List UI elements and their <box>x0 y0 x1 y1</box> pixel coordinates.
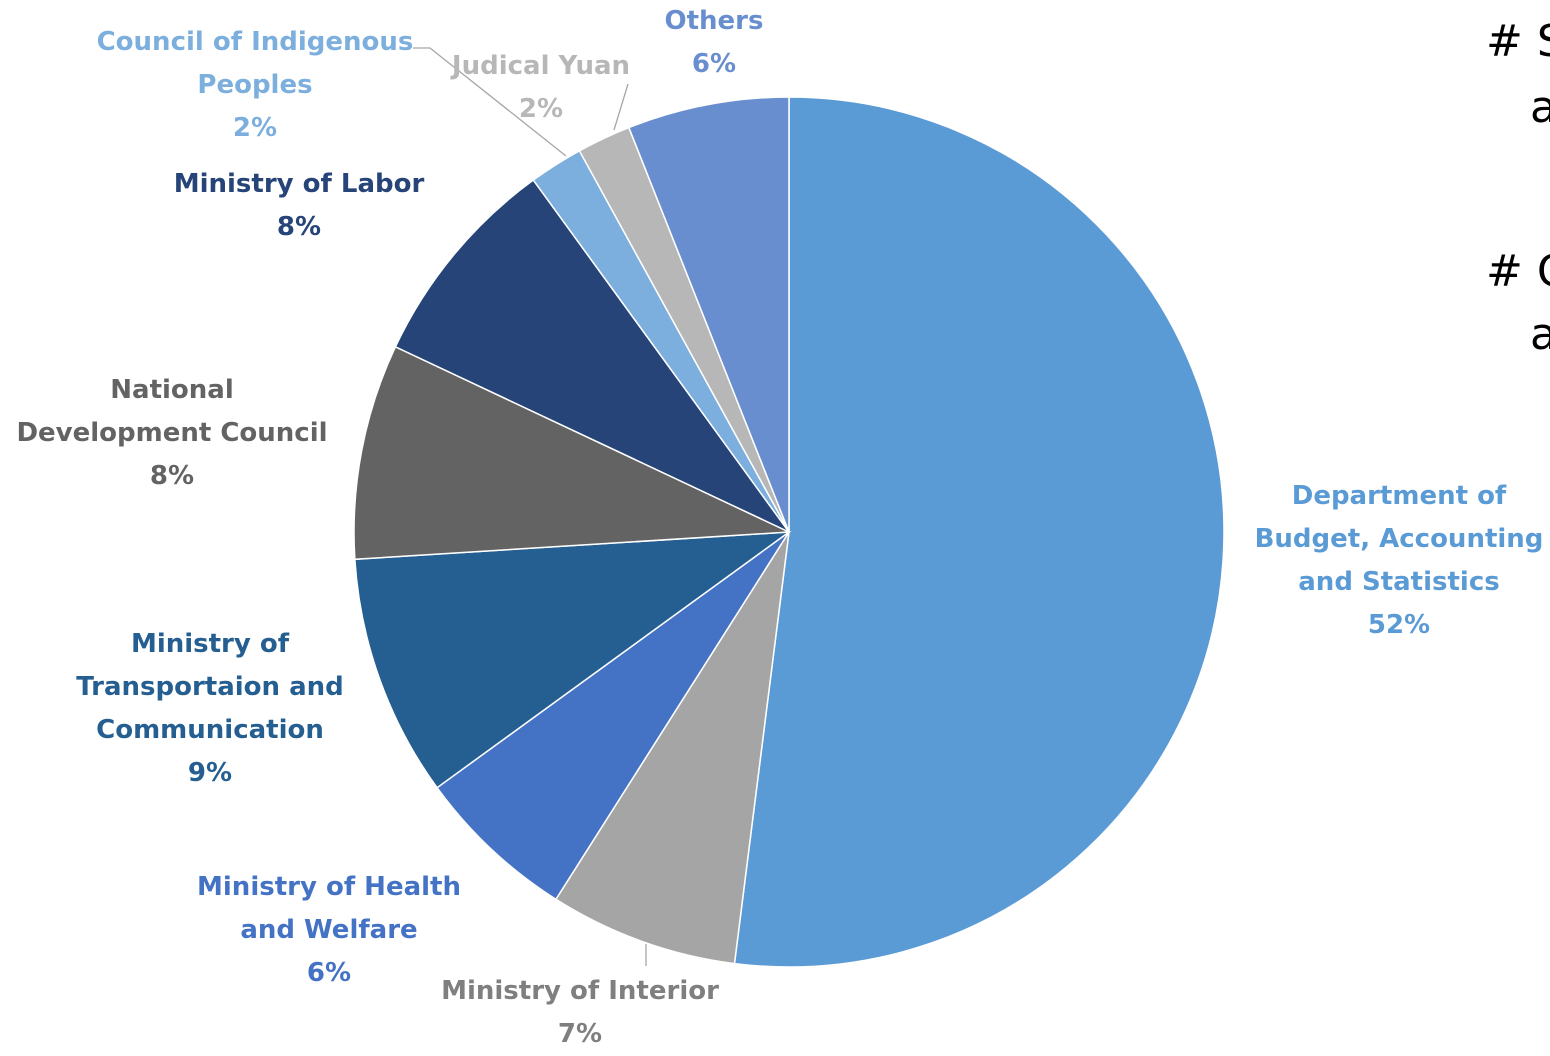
label-percent: 9% <box>187 758 233 788</box>
slice-ministry-of-interior <box>554 531 790 965</box>
leader-line-council-of-indigenous-peoples <box>413 47 567 157</box>
label-line: Others <box>664 6 764 36</box>
label-line: Peoples <box>197 70 313 100</box>
label-percent: 8% <box>149 461 195 491</box>
pie-slices <box>353 96 1225 968</box>
slice-ministry-of-transportaion-and-communication <box>354 531 792 789</box>
slice-others <box>627 96 790 533</box>
slice-national-development-council <box>353 345 790 561</box>
label-line: and Welfare <box>240 915 418 945</box>
label-percent: 8% <box>276 212 322 242</box>
side-text-1: # S <box>1486 16 1550 67</box>
label-judical-yuan: Judical Yuan 2% <box>452 45 630 131</box>
label-line: Department of <box>1291 481 1507 511</box>
label-line: Ministry of Interior <box>441 976 719 1006</box>
label-line: Council of Indigenous <box>96 27 414 57</box>
label-line: Ministry of <box>130 629 290 659</box>
label-percent: 6% <box>691 49 737 79</box>
slice-department-of-budget-accounting-and-statistics <box>733 96 1225 968</box>
label-council-of-indigenous-peoples: Council of Indigenous Peoples 2% <box>97 21 414 150</box>
side-text-2: a <box>1530 82 1550 133</box>
label-others: Others 6% <box>665 0 764 86</box>
label-ministry-of-labor: Ministry of Labor 8% <box>174 163 425 249</box>
label-percent: 6% <box>306 958 352 988</box>
label-percent: 2% <box>232 113 278 143</box>
label-ministry-of-interior: Ministry of Interior 7% <box>441 970 719 1056</box>
label-line: National <box>110 375 234 405</box>
label-line: Ministry of Labor <box>173 169 425 199</box>
label-line: Transportaion and <box>76 672 344 702</box>
slice-ministry-of-health-and-welfare <box>436 531 790 901</box>
label-percent: 7% <box>557 1019 603 1049</box>
label-percent: 52% <box>1367 610 1431 640</box>
label-percent: 2% <box>518 94 564 124</box>
label-line: and Statistics <box>1298 567 1500 597</box>
label-national-development-council: National Development Council 8% <box>16 369 327 498</box>
side-text-4: a <box>1530 309 1550 360</box>
label-ministry-of-transportaion-and-communication: Ministry of Transportaion and Communicatio… <box>76 623 344 795</box>
label-department-of-budget-accounting-and-statistics: Department of Budget, Accounting and Stati… <box>1255 475 1544 647</box>
label-line: Communication <box>96 715 324 745</box>
label-ministry-of-health-and-welfare: Ministry of Health and Welfare 6% <box>197 866 461 995</box>
leader-lines <box>413 47 647 966</box>
label-line: Judical Yuan <box>451 51 631 81</box>
leader-line-judical-yuan <box>613 83 629 131</box>
label-line: Ministry of Health <box>197 872 461 902</box>
slice-ministry-of-labor <box>394 179 790 533</box>
side-text-3: # C <box>1486 246 1550 297</box>
label-line: Budget, Accounting <box>1254 524 1544 554</box>
label-line: Development Council <box>16 418 328 448</box>
